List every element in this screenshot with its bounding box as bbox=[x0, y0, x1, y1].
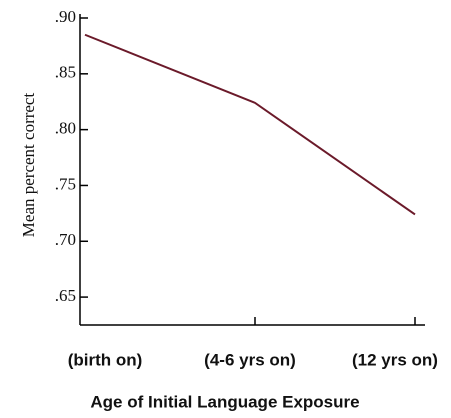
x-tick-label: (4-6 yrs on) bbox=[204, 350, 296, 369]
y-tick-label: .80 bbox=[55, 119, 76, 138]
y-tick-label: .75 bbox=[55, 174, 76, 193]
data-line bbox=[84, 33, 416, 216]
y-tick-label: .70 bbox=[55, 230, 76, 249]
y-tick-label: .90 bbox=[55, 7, 76, 26]
x-axis-title: Age of Initial Language Exposure bbox=[90, 392, 359, 411]
y-tick-label: .65 bbox=[55, 286, 76, 305]
y-axis-title: Mean percent correct bbox=[19, 93, 38, 238]
x-tick-label: (birth on) bbox=[68, 350, 143, 369]
x-tick-label: (12 yrs on) bbox=[352, 350, 438, 369]
y-tick-label: .85 bbox=[55, 63, 76, 82]
